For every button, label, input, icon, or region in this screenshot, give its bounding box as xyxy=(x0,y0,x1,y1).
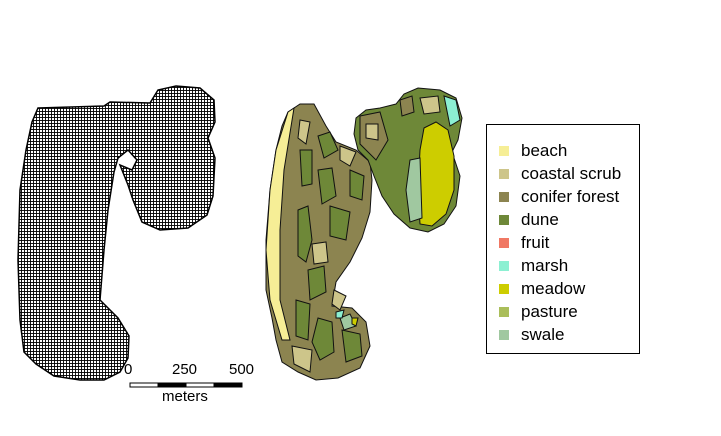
scale-bar-segment xyxy=(213,382,243,388)
legend-swatch xyxy=(499,238,509,248)
legend-label: fruit xyxy=(521,233,550,252)
legend-item: marsh xyxy=(499,256,568,276)
coastal-scrub-patch xyxy=(297,119,311,145)
dune-patch xyxy=(349,169,365,201)
dune-patch xyxy=(341,329,363,363)
dune-patch xyxy=(329,205,351,241)
legend: beach coastal scrub conifer forest dune frui… xyxy=(486,124,640,354)
legend-swatch xyxy=(499,192,509,202)
beach-strip xyxy=(265,106,295,341)
legend-label: beach xyxy=(521,141,568,160)
dune-patch xyxy=(317,131,339,159)
marsh-patch xyxy=(443,95,461,127)
vegetation-map xyxy=(265,87,463,381)
scale-tick-250: 250 xyxy=(172,361,198,378)
legend-item: pasture xyxy=(499,302,578,322)
legend-swatch xyxy=(499,261,509,271)
scale-tick-0: 0 xyxy=(124,361,133,378)
coastal-scrub-patch xyxy=(331,289,347,311)
legend-swatch xyxy=(499,215,509,225)
legend-swatch xyxy=(499,330,509,340)
legend-label: marsh xyxy=(521,256,569,275)
legend-swatch xyxy=(499,146,509,156)
coastal-scrub-patch xyxy=(339,145,357,167)
scale-bar xyxy=(129,382,243,388)
conifer-forest-patch xyxy=(399,95,415,117)
coastal-scrub-patch xyxy=(291,345,313,373)
legend-label: coastal scrub xyxy=(521,164,622,183)
scale-bar-segment xyxy=(129,382,159,388)
legend-item: meadow xyxy=(499,279,585,299)
map-outline xyxy=(265,103,373,381)
coastal-scrub-patch xyxy=(311,241,329,265)
scale-bar-segment xyxy=(185,382,215,388)
dune-patch xyxy=(297,205,313,263)
scale-unit-label: meters xyxy=(162,388,208,405)
legend-label: meadow xyxy=(521,279,586,298)
swale-patch xyxy=(405,157,423,223)
scale-bar-segment xyxy=(157,382,187,388)
coastal-scrub-patch xyxy=(419,95,441,115)
dune-patch xyxy=(295,299,311,341)
legend-item: swale xyxy=(499,325,564,345)
dune-patch xyxy=(317,167,337,205)
raster-grid-shape xyxy=(17,85,216,381)
legend-item: dune xyxy=(499,210,559,230)
legend-swatch xyxy=(499,169,509,179)
dune-patch xyxy=(299,149,313,187)
legend-item: conifer forest xyxy=(499,187,619,207)
legend-item: fruit xyxy=(499,233,549,253)
coastal-scrub-patch xyxy=(365,123,379,141)
marsh-patch xyxy=(335,309,345,319)
meadow-patch xyxy=(351,317,359,327)
legend-label: pasture xyxy=(521,302,578,321)
scale-tick-500: 500 xyxy=(229,361,255,378)
legend-swatch xyxy=(499,307,509,317)
raster-grid-panel xyxy=(17,85,216,381)
legend-label: conifer forest xyxy=(521,187,620,206)
legend-item: beach xyxy=(499,141,567,161)
dune-patch xyxy=(311,317,335,361)
legend-label: dune xyxy=(521,210,559,229)
dune-patch xyxy=(307,265,327,301)
legend-item: coastal scrub xyxy=(499,164,621,184)
legend-label: swale xyxy=(521,325,565,344)
legend-swatch xyxy=(499,284,509,294)
